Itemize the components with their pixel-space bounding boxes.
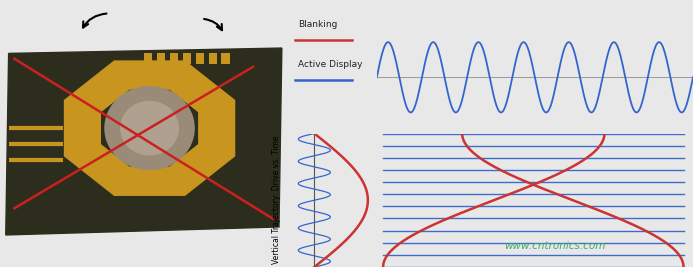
Text: www.cntronics.com: www.cntronics.com: [504, 241, 605, 251]
Circle shape: [105, 87, 194, 170]
Polygon shape: [64, 61, 234, 195]
Polygon shape: [102, 91, 198, 166]
Text: Active Display: Active Display: [298, 60, 363, 69]
Polygon shape: [6, 48, 282, 235]
Bar: [222, 53, 230, 64]
Bar: [0, 0, 288, 40]
Bar: [170, 53, 178, 64]
Bar: [209, 53, 217, 64]
Bar: [157, 53, 166, 64]
Bar: [183, 53, 191, 64]
Text: Blanking: Blanking: [298, 19, 337, 29]
Bar: [195, 53, 204, 64]
Text: Vertical Trajectory: Drive vs. Time: Vertical Trajectory: Drive vs. Time: [272, 136, 281, 265]
Bar: [144, 53, 152, 64]
Circle shape: [121, 101, 178, 155]
